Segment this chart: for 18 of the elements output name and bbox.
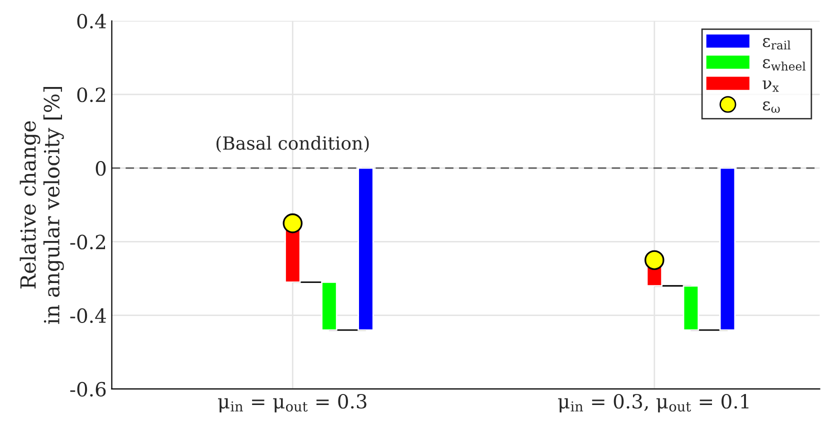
bar [321,282,338,331]
x-tick-label: μ$_{in}$ = 0.3, μ$_{out}$ = 0.1 [558,394,748,412]
legend-label: ε$_{ω}$ [762,101,780,113]
x-tick-label: μ$_{in}$ = μ$_{out}$ = 0.3 [218,394,366,412]
legend-label: ε$_{rail}$ [762,38,790,50]
legend-label: ν$_{x}$ [762,80,779,92]
y-tick-label: 0.2 [77,87,106,102]
y-tick-label: -0.2 [70,234,106,250]
ref-line-label: (Basal condition) [216,136,369,152]
y-tick-label: -0.6 [70,382,106,397]
y-tick-label: 0.4 [77,14,106,29]
bar [719,167,736,331]
y-tick-label: -0.4 [70,308,106,323]
bar [682,285,700,331]
legend-label: ε$_{wheel}$ [762,59,806,71]
y-tick-label: 0 [96,161,106,176]
y-axis-title: Relative change in angular velocity [%] [20,86,64,324]
bar [358,167,374,331]
